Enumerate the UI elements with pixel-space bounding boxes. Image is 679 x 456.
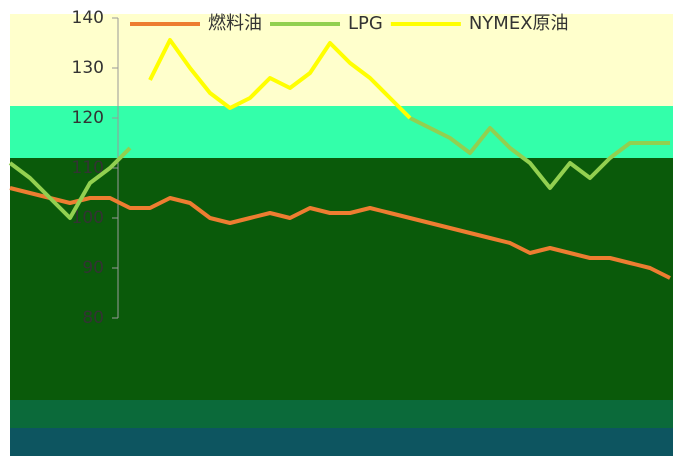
series-line — [148, 38, 412, 120]
legend: 燃料油 LPG NYMEX原油 — [130, 13, 569, 34]
legend-label: NYMEX原油 — [469, 13, 569, 34]
y-tick-label: 100 — [72, 208, 104, 228]
band — [10, 14, 673, 106]
series-line — [9, 186, 671, 280]
y-tick-label: 120 — [72, 108, 104, 128]
band — [10, 400, 673, 428]
y-tick-label: 90 — [82, 258, 104, 278]
y-tick-label: 140 — [72, 8, 104, 28]
y-tick-label: 130 — [72, 58, 104, 78]
legend-label: 燃料油 — [208, 13, 262, 34]
band — [10, 428, 673, 456]
band — [10, 106, 673, 158]
band — [10, 158, 673, 400]
y-tick-label: 80 — [82, 308, 104, 328]
y-tick-label: 110 — [72, 158, 104, 178]
series-line — [8, 116, 670, 220]
legend-label: LPG — [348, 13, 383, 34]
